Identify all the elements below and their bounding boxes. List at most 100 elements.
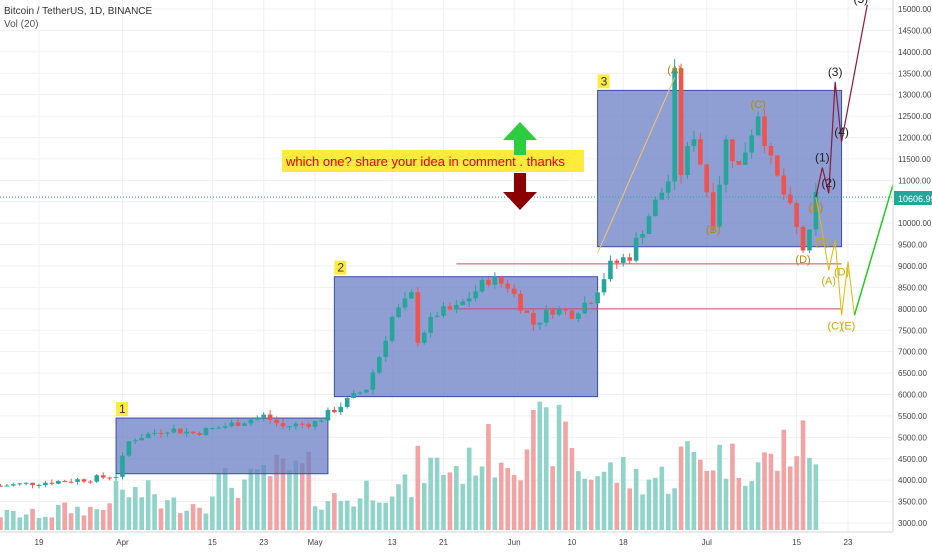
green-up-arrow (503, 122, 537, 155)
candle-body (415, 292, 421, 343)
candle-body (229, 422, 234, 427)
candle-body (293, 423, 299, 427)
volume-bar (447, 472, 453, 530)
x-tick-label: 15 (208, 538, 217, 547)
candle-body (75, 479, 80, 482)
candles (0, 58, 819, 489)
volume-bar (582, 478, 588, 530)
candle-body (100, 475, 106, 478)
range-box-label: 2 (337, 261, 344, 275)
candle-body (376, 356, 382, 373)
volume-bar (351, 506, 356, 530)
candle-body (68, 481, 74, 483)
volume-bar (781, 429, 787, 530)
volume-bar (409, 497, 414, 530)
candle-body (11, 484, 16, 486)
candle-body (184, 431, 189, 434)
volume-indicator-label: Vol (20) (4, 19, 38, 30)
y-tick-label: 5500.00 (898, 412, 927, 421)
candle-body (691, 139, 697, 147)
candle-body (486, 279, 491, 285)
volume-bar (601, 471, 607, 530)
volume-bar (94, 509, 100, 530)
candle-body (678, 68, 684, 176)
volume-bar (357, 498, 363, 530)
candle-body (723, 139, 729, 185)
candle-body (466, 298, 472, 302)
volume-bar (30, 508, 35, 530)
candle-body (710, 192, 716, 227)
volume-bar (287, 470, 292, 530)
candle-body (409, 292, 414, 299)
candle-body (216, 427, 222, 429)
volume-bar (325, 501, 331, 530)
candle-body (396, 307, 401, 317)
volume-bar (402, 474, 408, 530)
y-tick-label: 10000.00 (898, 219, 932, 228)
candle-body (550, 309, 555, 315)
candle-body (736, 161, 742, 165)
volume-bar (248, 468, 254, 530)
candle-body (338, 406, 344, 413)
volume-bar (794, 456, 799, 530)
volume-bar (274, 454, 279, 530)
candle-body (171, 428, 177, 433)
candle-body (203, 428, 209, 436)
range-box-label-bg (334, 260, 347, 275)
volume-bar (364, 480, 369, 530)
range-box-label: 1 (119, 402, 126, 416)
question-annotation: which one? share your idea in comment . … (282, 150, 584, 172)
x-tick-label: 15 (792, 538, 801, 547)
volume-bar (242, 479, 247, 530)
time-axis[interactable]: 19 Apr 15 23 May 13 21 Jun 10 18 Jul 15 23 (0, 531, 893, 547)
volume-bar (210, 496, 215, 530)
candle-body (145, 433, 151, 439)
wave-label-gold: (A) (821, 275, 836, 287)
candle-body (704, 164, 710, 193)
y-tick-label: 6500.00 (898, 369, 927, 378)
candle-body (62, 481, 67, 483)
volume-bar (36, 517, 42, 530)
volume-bar (730, 443, 735, 530)
candle-body (133, 440, 138, 442)
volume-bar (479, 466, 485, 530)
dark-red-down-arrow (503, 173, 537, 210)
candle-body (498, 276, 504, 284)
candle-body (55, 481, 61, 484)
volume-bar (415, 445, 421, 530)
volume-bar (710, 470, 716, 530)
wave-label-dark: (1) (815, 150, 830, 164)
volume-bar (749, 481, 754, 530)
volume-bar (678, 446, 684, 530)
volume-bar (543, 407, 549, 530)
candle-body (441, 306, 446, 316)
volume-bar (800, 420, 806, 530)
candle-body (653, 199, 658, 217)
y-tick-label: 4500.00 (898, 455, 927, 464)
candle-body (36, 485, 42, 487)
volume-bar (646, 479, 652, 530)
volume-bar (620, 457, 626, 530)
candle-body (139, 438, 145, 441)
volume-bar (107, 503, 112, 530)
volume-bar (338, 501, 344, 530)
candle-body (794, 203, 799, 228)
volume-bar (717, 444, 722, 530)
candle-body (23, 482, 29, 484)
volume-bar (421, 483, 427, 530)
wave-label: (C) (750, 99, 765, 111)
volume-bar (319, 509, 324, 530)
candle-body (120, 455, 125, 477)
candle-body (434, 315, 440, 317)
volume-bar (518, 480, 523, 530)
candle-body (672, 68, 677, 182)
wave-label-dark: (5) (854, 0, 869, 6)
candle-body (800, 227, 806, 251)
x-tick-label: 19 (35, 538, 44, 547)
volume-bar (197, 507, 202, 530)
volume-bar (524, 449, 530, 530)
volume-bar (389, 496, 395, 530)
candle-body (717, 184, 722, 227)
